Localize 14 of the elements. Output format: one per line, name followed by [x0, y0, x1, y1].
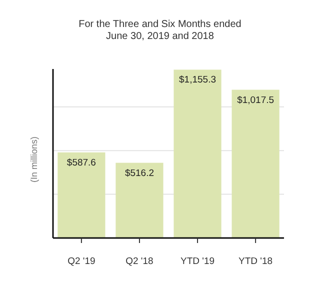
chart-title: For the Three and Six Months ended June 30, 2019 and 2018 [78, 19, 242, 42]
x-tick-label: YTD '19 [180, 256, 215, 267]
x-tick-label: Q2 '18 [126, 256, 154, 267]
bar [58, 152, 106, 238]
data-label: $587.6 [66, 157, 96, 168]
bar [174, 70, 222, 238]
y-axis-title: (In millions) [29, 136, 39, 183]
data-label: $1,017.5 [237, 94, 274, 106]
bar [232, 90, 280, 238]
bar [116, 162, 164, 238]
x-tick-label: YTD '18 [238, 256, 273, 267]
data-label: $1,155.3 [179, 74, 216, 86]
x-tick-label: Q2 '19 [68, 256, 96, 267]
data-label: $516.2 [124, 168, 154, 179]
